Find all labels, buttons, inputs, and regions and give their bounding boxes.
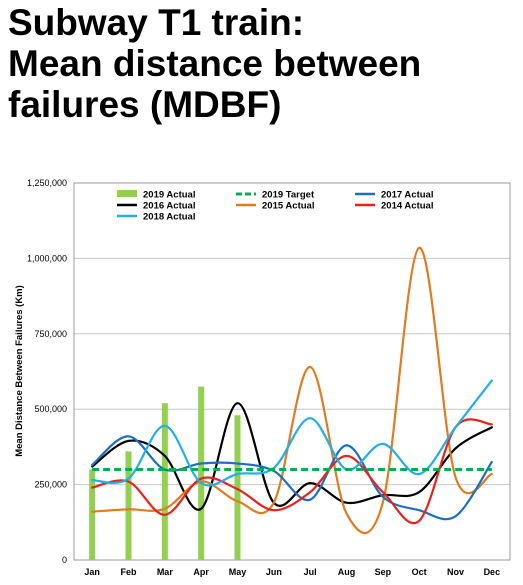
title-line-3: failures (MDBF) (8, 84, 282, 125)
series-line-2018-actual (91, 379, 493, 487)
y-tick-label: 1,250,000 (27, 178, 67, 188)
legend-label: 2019 Target (262, 190, 315, 201)
y-tick-labels: 0 250,000 500,000 750,000 1,000,000 1,250,000 (27, 178, 67, 565)
legend-label: 2014 Actual (381, 201, 433, 212)
legend-item-2017-actual: 2017 Actual (355, 190, 433, 201)
legend-label: 2017 Actual (381, 190, 433, 201)
legend-item-2019-actual: 2019 Actual (117, 190, 195, 201)
x-tick-label-nov: Nov (447, 567, 464, 577)
x-tick-label-apr: Apr (193, 567, 209, 577)
bar-2019-actual-may (234, 415, 241, 560)
x-tick-label-oct: Oct (412, 567, 427, 577)
legend-label: 2018 Actual (143, 212, 195, 223)
x-tick-labels: Jan Feb Mar Apr May Jun Jul Aug Sep Oct Nov Dec (84, 567, 500, 577)
series-line-2014-actual (91, 418, 493, 525)
bar-2019-actual-jan (89, 469, 96, 560)
bars-2019-actual (89, 386, 241, 560)
x-tick-label-feb: Feb (120, 567, 137, 577)
legend-item-2016-actual: 2016 Actual (117, 201, 195, 212)
y-tick-label: 750,000 (34, 329, 67, 339)
legend-item-2019-target: 2019 Target (236, 190, 315, 201)
plot-area-frame (73, 182, 511, 561)
legend: 2019 Actual 2019 Target 2017 Actual 2016 Ac… (117, 190, 433, 223)
title-line-1: Subway T1 train: (8, 2, 305, 43)
legend-item-2014-actual: 2014 Actual (355, 201, 433, 212)
bar-2019-actual-apr (198, 386, 205, 560)
series-lines (91, 246, 493, 535)
x-tick-label-mar: Mar (157, 567, 174, 577)
y-tick-label: 1,000,000 (27, 253, 67, 263)
legend-label: 2016 Actual (143, 201, 195, 212)
x-tick-label-jan: Jan (84, 567, 100, 577)
bar-2019-actual-feb (125, 451, 132, 560)
y-axis-label: Mean Distance Between Failures (Km) (14, 285, 25, 457)
legend-item-2015-actual: 2015 Actual (236, 201, 314, 212)
x-tick-label-jul: Jul (304, 567, 317, 577)
legend-swatch (117, 190, 137, 197)
x-tick-label-may: May (229, 567, 247, 577)
bar-2019-actual-mar (161, 403, 168, 560)
series-line-2015-actual (91, 246, 493, 535)
gridlines (74, 257, 510, 486)
x-tick-label-jun: Jun (266, 567, 282, 577)
title-line-2: Mean distance between (8, 43, 422, 84)
y-tick-label: 250,000 (34, 480, 67, 490)
y-tick-label: 0 (62, 555, 67, 565)
legend-label: 2019 Actual (143, 190, 195, 201)
page-title: Subway T1 train: Mean distance between f… (8, 2, 421, 125)
y-tick-label: 500,000 (34, 404, 67, 414)
x-tick-label-aug: Aug (338, 567, 356, 577)
x-tick-label-sep: Sep (375, 567, 392, 577)
legend-item-2018-actual: 2018 Actual (117, 212, 195, 223)
legend-label: 2015 Actual (262, 201, 314, 212)
x-tick-label-dec: Dec (484, 567, 501, 577)
